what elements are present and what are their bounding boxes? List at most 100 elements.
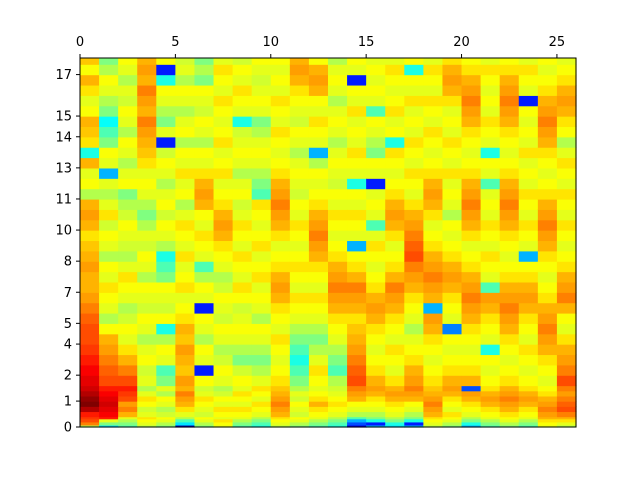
heatmap-cell bbox=[289, 250, 310, 262]
heatmap-cell bbox=[385, 411, 405, 418]
heatmap-cell bbox=[270, 390, 291, 397]
heatmap-cell bbox=[461, 323, 482, 335]
heatmap-cell bbox=[328, 209, 348, 221]
heatmap-cell bbox=[270, 167, 291, 179]
heatmap-cell bbox=[232, 209, 253, 221]
heatmap-cell bbox=[118, 312, 138, 324]
heatmap-cell bbox=[366, 424, 386, 428]
heatmap-cell bbox=[385, 209, 405, 221]
heatmap-cell bbox=[213, 157, 234, 169]
heatmap-cell bbox=[175, 95, 196, 107]
heatmap-cell bbox=[480, 95, 501, 107]
heatmap-cell bbox=[385, 126, 405, 138]
heatmap-cell bbox=[137, 390, 157, 397]
heatmap-cell bbox=[385, 395, 405, 402]
heatmap-cell bbox=[537, 95, 558, 107]
heatmap-cell bbox=[328, 250, 348, 262]
heatmap-cell bbox=[347, 411, 367, 418]
heatmap-cell bbox=[518, 344, 539, 356]
heatmap-cell bbox=[385, 344, 405, 356]
heatmap-cell bbox=[213, 411, 234, 418]
heatmap-cell bbox=[137, 219, 157, 231]
heatmap-cell bbox=[270, 230, 291, 242]
heatmap-cell bbox=[556, 354, 577, 366]
heatmap-cell bbox=[232, 116, 253, 128]
heatmap-cell bbox=[347, 354, 367, 366]
heatmap-cell bbox=[347, 364, 367, 376]
heatmap-cell bbox=[156, 421, 176, 426]
heatmap-cell bbox=[385, 281, 405, 293]
heatmap-cell bbox=[308, 375, 329, 387]
heatmap-cell bbox=[385, 178, 405, 190]
heatmap-cell bbox=[328, 390, 348, 397]
x-axis-ticks: 0 5 10 15 20 25 bbox=[76, 35, 565, 58]
y-tick-label: 4 bbox=[64, 338, 72, 353]
heatmap-cell bbox=[328, 188, 348, 200]
heatmap-cell bbox=[366, 281, 386, 293]
heatmap-cell bbox=[251, 84, 272, 96]
heatmap-cell bbox=[328, 64, 348, 76]
heatmap-cell bbox=[385, 323, 405, 335]
heatmap-cell bbox=[175, 167, 196, 179]
heatmap-cell bbox=[442, 424, 463, 428]
heatmap-cell bbox=[518, 395, 539, 402]
heatmap-cell bbox=[366, 147, 386, 159]
heatmap-cell bbox=[537, 424, 558, 428]
heatmap-cell bbox=[556, 333, 577, 345]
heatmap-cell bbox=[518, 261, 539, 273]
heatmap-cell bbox=[232, 411, 253, 418]
heatmap-cell bbox=[480, 250, 501, 262]
heatmap-cell bbox=[442, 281, 463, 293]
heatmap-cell bbox=[308, 323, 329, 335]
heatmap-cell bbox=[99, 375, 119, 387]
heatmap-cell bbox=[442, 157, 463, 169]
heatmap-cell bbox=[518, 58, 539, 65]
heatmap-cell bbox=[213, 418, 234, 423]
heatmap-cell bbox=[404, 261, 424, 273]
heatmap-cell bbox=[308, 219, 329, 231]
heatmap-cell bbox=[137, 188, 157, 200]
heatmap-cell bbox=[442, 390, 463, 397]
heatmap-cell bbox=[480, 178, 501, 190]
heatmap-cell bbox=[308, 198, 329, 210]
heatmap-cell bbox=[499, 230, 520, 242]
heatmap-cell bbox=[213, 126, 234, 138]
heatmap-cell bbox=[251, 250, 272, 262]
heatmap-cell bbox=[328, 421, 348, 426]
heatmap-cell bbox=[347, 250, 367, 262]
heatmap-cell bbox=[194, 157, 215, 169]
heatmap-cell bbox=[537, 64, 558, 76]
heatmap-cell bbox=[99, 302, 119, 314]
heatmap-cell bbox=[156, 375, 176, 387]
heatmap-cell bbox=[347, 375, 367, 387]
heatmap-cell bbox=[385, 261, 405, 273]
heatmap-cell bbox=[537, 230, 558, 242]
heatmap-cell bbox=[308, 333, 329, 345]
heatmap-cell bbox=[308, 74, 329, 86]
heatmap-cell bbox=[537, 178, 558, 190]
heatmap-cell bbox=[308, 406, 329, 413]
heatmap-cell bbox=[232, 418, 253, 423]
heatmap-cell bbox=[366, 401, 386, 407]
heatmap-cell bbox=[461, 418, 482, 423]
heatmap-cell bbox=[137, 292, 157, 304]
heatmap-cell bbox=[99, 406, 119, 413]
heatmap-cell bbox=[423, 312, 444, 324]
heatmap-cell bbox=[175, 126, 196, 138]
heatmap-cell bbox=[556, 167, 577, 179]
heatmap-cell bbox=[366, 323, 386, 335]
heatmap-cell bbox=[328, 354, 348, 366]
heatmap-cell bbox=[461, 64, 482, 76]
heatmap-cell bbox=[499, 401, 520, 407]
heatmap-cell bbox=[80, 416, 100, 420]
heatmap-cell bbox=[80, 312, 100, 324]
heatmap-cell bbox=[480, 411, 501, 418]
heatmap-cell bbox=[537, 292, 558, 304]
heatmap-cell bbox=[213, 209, 234, 221]
heatmap-cell bbox=[194, 344, 215, 356]
heatmap-cell bbox=[175, 219, 196, 231]
heatmap-cell bbox=[442, 219, 463, 231]
heatmap-cell bbox=[556, 250, 577, 262]
heatmap-cell bbox=[175, 390, 196, 397]
heatmap-cell bbox=[385, 64, 405, 76]
